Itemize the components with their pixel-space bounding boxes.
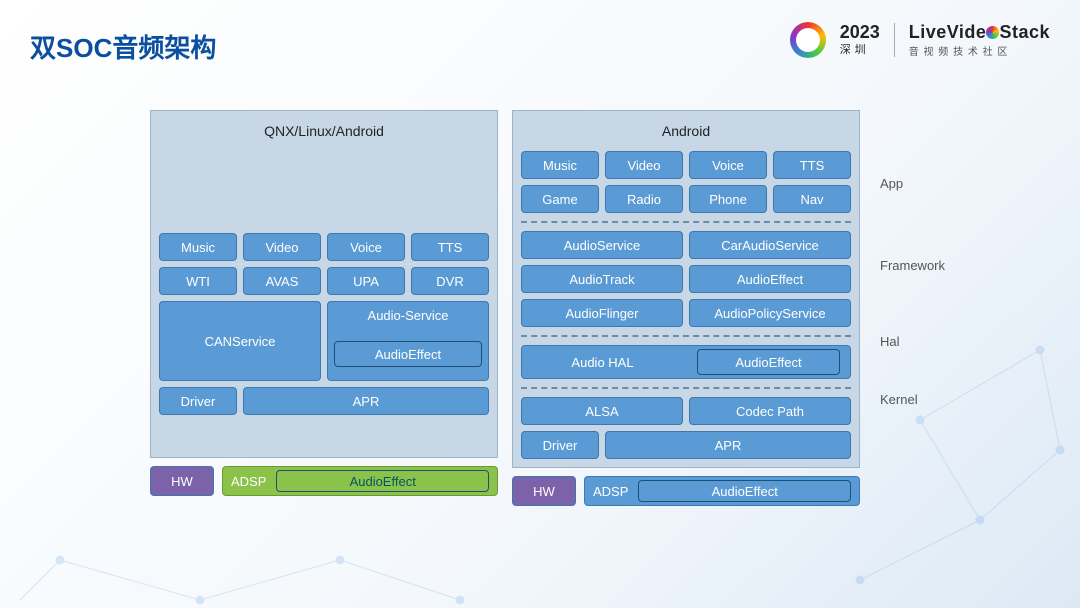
apr-r: APR [605, 431, 851, 459]
svc-audio-effect: AudioEffect [334, 341, 482, 367]
app-upa: UPA [327, 267, 405, 295]
divider-hal-kernel [521, 387, 851, 389]
brand-logo: LiveVideStack [909, 22, 1050, 43]
adsp-label-r: ADSP [593, 484, 628, 499]
header-right: 2023 深圳 LiveVideStack 音 视 频 技 术 社 区 [790, 22, 1050, 58]
fw-audioservice: AudioService [521, 231, 683, 259]
layer-kernel: Kernel [880, 392, 918, 407]
fw-audiopolicy: AudioPolicyService [689, 299, 851, 327]
fw-caraudioservice: CarAudioService [689, 231, 851, 259]
fw-audioeffect: AudioEffect [689, 265, 851, 293]
app-game: Game [521, 185, 599, 213]
app-tts: TTS [411, 233, 489, 261]
conference-badge-icon [790, 22, 826, 58]
qnx-panel: QNX/Linux/Android Music Video Voice TTS … [150, 110, 498, 458]
driver-l: Driver [159, 387, 237, 415]
qnx-title: QNX/Linux/Android [159, 119, 489, 145]
app-voice-r: Voice [689, 151, 767, 179]
android-title: Android [521, 119, 851, 145]
driver-r: Driver [521, 431, 599, 459]
brand-subtitle: 音 视 频 技 术 社 区 [909, 43, 1050, 58]
layer-hal: Hal [880, 334, 900, 349]
slide-title: 双SOC音频架构 [30, 28, 216, 65]
adsp-audioeffect-l: AudioEffect [276, 470, 489, 492]
app-radio: Radio [605, 185, 683, 213]
hal-label: Audio HAL [532, 355, 673, 370]
conference-city: 深圳 [840, 41, 880, 57]
hw-l: HW [150, 466, 214, 496]
svc-audio: Audio-Service AudioEffect [327, 301, 489, 381]
layer-framework: Framework [880, 258, 945, 273]
layer-app: App [880, 176, 903, 191]
kernel-codec: Codec Path [689, 397, 851, 425]
adsp-r: ADSP AudioEffect [584, 476, 860, 506]
fw-audiotrack: AudioTrack [521, 265, 683, 293]
apr-l: APR [243, 387, 489, 415]
svc-can: CANService [159, 301, 321, 381]
divider-fw-hal [521, 335, 851, 337]
hal-audioeffect: AudioEffect [697, 349, 840, 375]
adsp-label-l: ADSP [231, 474, 266, 489]
app-wti: WTI [159, 267, 237, 295]
conference-year: 2023 [840, 23, 880, 41]
app-tts-r: TTS [773, 151, 851, 179]
hw-row-left: HW ADSP AudioEffect [150, 466, 498, 496]
app-dvr: DVR [411, 267, 489, 295]
app-video: Video [243, 233, 321, 261]
app-nav: Nav [773, 185, 851, 213]
app-music: Music [159, 233, 237, 261]
app-avas: AVAS [243, 267, 321, 295]
adsp-l: ADSP AudioEffect [222, 466, 498, 496]
divider-app-fw [521, 221, 851, 223]
android-panel: Android Music Video Voice TTS Game Radio… [512, 110, 860, 468]
hw-row-right: HW ADSP AudioEffect [512, 476, 860, 506]
app-music-r: Music [521, 151, 599, 179]
app-voice: Voice [327, 233, 405, 261]
adsp-audioeffect-r: AudioEffect [638, 480, 851, 502]
fw-audioflinger: AudioFlinger [521, 299, 683, 327]
app-video-r: Video [605, 151, 683, 179]
brand-o-icon [986, 26, 999, 39]
kernel-alsa: ALSA [521, 397, 683, 425]
diagram-stage: QNX/Linux/Android Music Video Voice TTS … [150, 110, 930, 506]
hw-r: HW [512, 476, 576, 506]
svc-audio-label: Audio-Service [334, 308, 482, 323]
hal-block: Audio HAL AudioEffect [521, 345, 851, 379]
app-phone: Phone [689, 185, 767, 213]
